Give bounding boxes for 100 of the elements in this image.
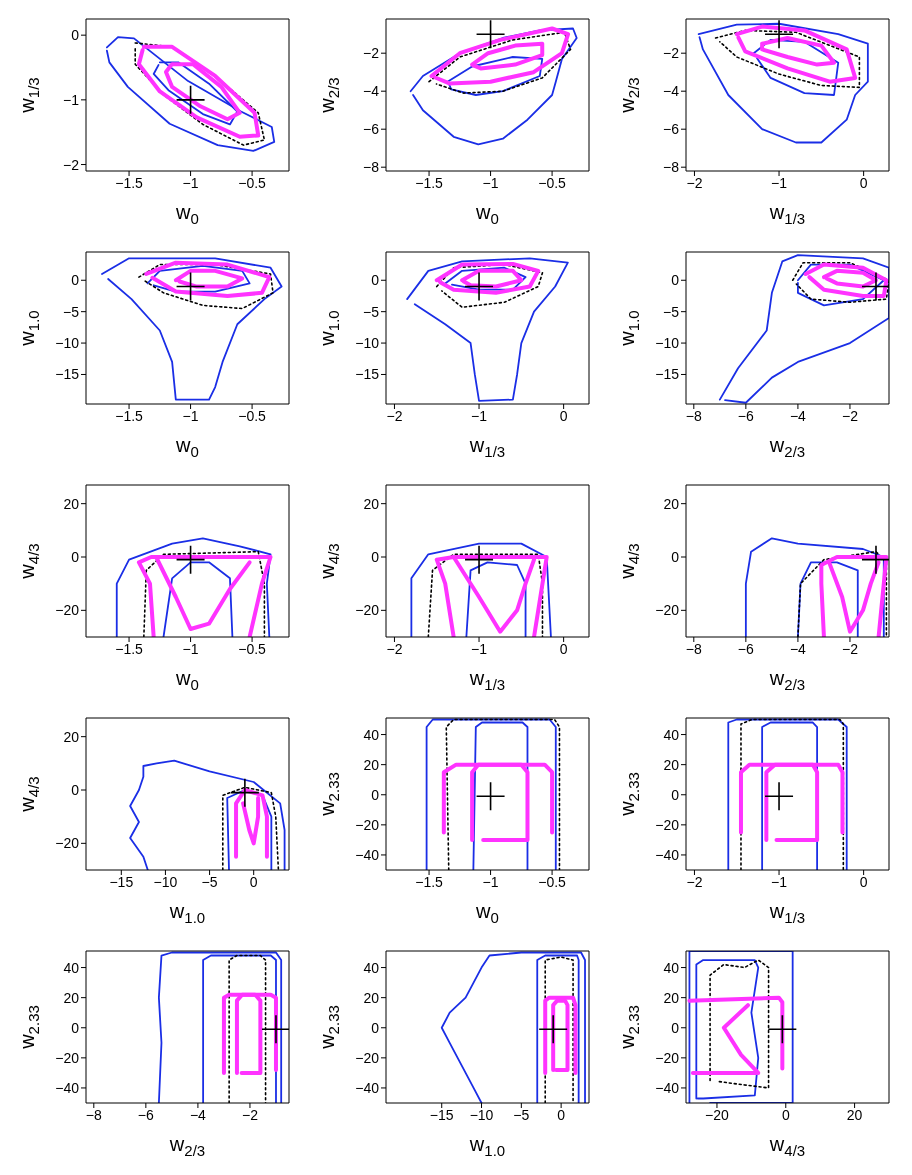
y-tick-label: −15 bbox=[355, 366, 380, 383]
y-tick-label: −15 bbox=[55, 366, 80, 383]
y-tick-label: 20 bbox=[363, 756, 380, 773]
x-tick-label: 0 bbox=[559, 407, 568, 424]
x-tick-label: −2 bbox=[841, 640, 859, 657]
y-tick-label: 20 bbox=[363, 495, 380, 512]
y-tick-label: 0 bbox=[71, 27, 80, 44]
y-tick-label: 20 bbox=[663, 495, 680, 512]
x-tick-label: −1 bbox=[182, 174, 199, 191]
x-axis-title: w$_{1.0}$ bbox=[168, 900, 206, 926]
x-tick-label: 0 bbox=[859, 174, 868, 191]
y-tick-label: −20 bbox=[655, 816, 680, 833]
y-tick-label: −6 bbox=[663, 121, 680, 138]
y-tick-label: −10 bbox=[55, 335, 80, 352]
y-tick-label: 0 bbox=[371, 786, 380, 803]
y-tick-label: −1 bbox=[63, 91, 80, 108]
x-tick-label: −1.5 bbox=[415, 873, 444, 890]
x-axis-title: w$_{0}$ bbox=[175, 201, 199, 227]
x-tick-label: 0 bbox=[859, 873, 868, 890]
y-tick-label: −40 bbox=[655, 1079, 680, 1096]
x-tick-label: −4 bbox=[789, 407, 807, 424]
x-tick-label: −1.5 bbox=[115, 640, 144, 657]
y-tick-label: 20 bbox=[63, 495, 80, 512]
x-tick-label: −1 bbox=[482, 873, 499, 890]
y-tick-label: −40 bbox=[355, 1079, 380, 1096]
x-tick-label: −8 bbox=[85, 1106, 102, 1123]
y-tick-label: 0 bbox=[71, 548, 80, 565]
y-tick-label: 0 bbox=[671, 272, 680, 289]
x-tick-label: −6 bbox=[737, 407, 755, 424]
x-tick-label: −2 bbox=[241, 1106, 259, 1123]
y-tick-label: −2 bbox=[663, 45, 680, 62]
y-tick-label: 0 bbox=[671, 786, 680, 803]
x-axis-title: w$_{2/3}$ bbox=[768, 667, 806, 693]
x-tick-label: −1 bbox=[771, 174, 788, 191]
y-tick-label: −10 bbox=[355, 335, 380, 352]
x-axis-title: w$_{0}$ bbox=[175, 434, 199, 460]
x-axis-title: w$_{0}$ bbox=[475, 900, 499, 926]
y-tick-label: −20 bbox=[355, 1049, 380, 1066]
x-tick-label: −5 bbox=[513, 1106, 530, 1123]
x-tick-label: −20 bbox=[705, 1106, 730, 1123]
x-tick-label: −1.5 bbox=[115, 407, 144, 424]
y-tick-label: 20 bbox=[63, 989, 80, 1006]
y-tick-label: −2 bbox=[363, 45, 380, 62]
y-tick-label: 20 bbox=[363, 989, 380, 1006]
y-tick-label: 40 bbox=[63, 959, 80, 976]
y-tick-label: −10 bbox=[655, 335, 680, 352]
x-tick-label: −5 bbox=[201, 873, 218, 890]
x-tick-label: −0.5 bbox=[238, 174, 267, 191]
x-tick-label: −1 bbox=[771, 873, 788, 890]
y-tick-label: 0 bbox=[671, 548, 680, 565]
x-axis-title: w$_{1.0}$ bbox=[468, 1133, 506, 1159]
x-tick-label: −1.5 bbox=[115, 174, 144, 191]
y-tick-label: −8 bbox=[663, 159, 680, 176]
y-tick-label: −20 bbox=[655, 1049, 680, 1066]
y-tick-label: 20 bbox=[63, 728, 80, 745]
y-tick-label: −2 bbox=[63, 156, 80, 173]
y-tick-label: −4 bbox=[663, 83, 680, 100]
x-tick-label: −8 bbox=[685, 640, 702, 657]
y-tick-label: −20 bbox=[55, 835, 80, 852]
x-tick-label: −10 bbox=[469, 1106, 494, 1123]
y-tick-label: 0 bbox=[71, 781, 80, 798]
x-tick-label: 20 bbox=[846, 1106, 863, 1123]
y-tick-label: −5 bbox=[663, 303, 680, 320]
y-tick-label: 0 bbox=[371, 1019, 380, 1036]
y-tick-label: 40 bbox=[363, 959, 380, 976]
y-tick-label: 0 bbox=[71, 1019, 80, 1036]
y-tick-label: −8 bbox=[363, 159, 380, 176]
y-tick-label: 20 bbox=[663, 756, 680, 773]
x-tick-label: −1 bbox=[182, 640, 199, 657]
y-tick-label: −20 bbox=[355, 602, 380, 619]
x-tick-label: −4 bbox=[789, 640, 807, 657]
y-tick-label: −40 bbox=[355, 846, 380, 863]
x-tick-label: −4 bbox=[189, 1106, 207, 1123]
x-tick-label: −0.5 bbox=[538, 174, 567, 191]
y-tick-label: 0 bbox=[371, 272, 380, 289]
y-tick-label: −20 bbox=[55, 1049, 80, 1066]
x-axis-title: w$_{0}$ bbox=[175, 667, 199, 693]
y-tick-label: 40 bbox=[363, 726, 380, 743]
x-tick-label: −1 bbox=[482, 174, 499, 191]
x-tick-label: 0 bbox=[559, 640, 568, 657]
x-axis-title: w$_{1/3}$ bbox=[468, 434, 506, 460]
x-tick-label: −6 bbox=[137, 1106, 155, 1123]
x-axis-title: w$_{4/3}$ bbox=[768, 1133, 806, 1159]
x-tick-label: −1.5 bbox=[415, 174, 444, 191]
y-tick-label: 40 bbox=[663, 726, 680, 743]
x-axis-title: w$_{1/3}$ bbox=[768, 900, 806, 926]
y-tick-label: 0 bbox=[671, 1019, 680, 1036]
y-tick-label: 0 bbox=[71, 272, 80, 289]
x-tick-label: 0 bbox=[781, 1106, 790, 1123]
x-tick-label: −15 bbox=[429, 1106, 454, 1123]
x-axis-title: w$_{2/3}$ bbox=[768, 434, 806, 460]
y-tick-label: −15 bbox=[655, 366, 680, 383]
x-tick-label: −2 bbox=[686, 174, 703, 191]
x-tick-label: −10 bbox=[153, 873, 178, 890]
y-tick-label: −6 bbox=[363, 121, 380, 138]
y-tick-label: 40 bbox=[663, 959, 680, 976]
x-tick-label: −2 bbox=[841, 407, 859, 424]
x-tick-label: −1 bbox=[471, 640, 488, 657]
y-tick-label: −40 bbox=[655, 846, 680, 863]
x-tick-label: −15 bbox=[109, 873, 134, 890]
